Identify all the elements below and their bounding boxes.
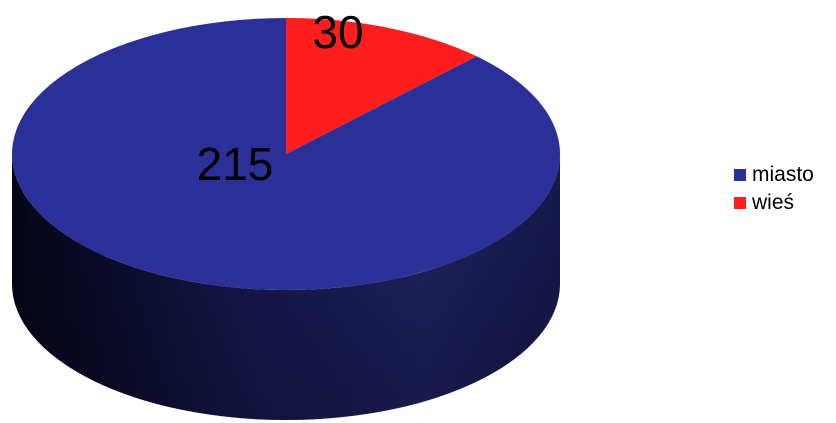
legend-swatch-wies [734, 197, 746, 209]
pie-slice-wie [286, 18, 477, 154]
legend-swatch-miasto [734, 169, 746, 181]
pie-top-face [11, 18, 560, 290]
legend-item-miasto: miasto [734, 161, 836, 189]
data-label-wie: 30 [312, 6, 363, 58]
pie-data-labels: 215 30 [197, 6, 364, 190]
legend: miasto wieś [734, 161, 836, 217]
data-label-miasto: 215 [197, 138, 274, 190]
pie-slice-miasto [11, 18, 560, 290]
pie-side-shade [12, 154, 560, 420]
legend-item-wies: wieś [734, 189, 836, 217]
legend-label-wies: wieś [752, 191, 795, 214]
pie-side-wall [12, 154, 560, 420]
legend-label-miasto: miasto [752, 163, 814, 186]
